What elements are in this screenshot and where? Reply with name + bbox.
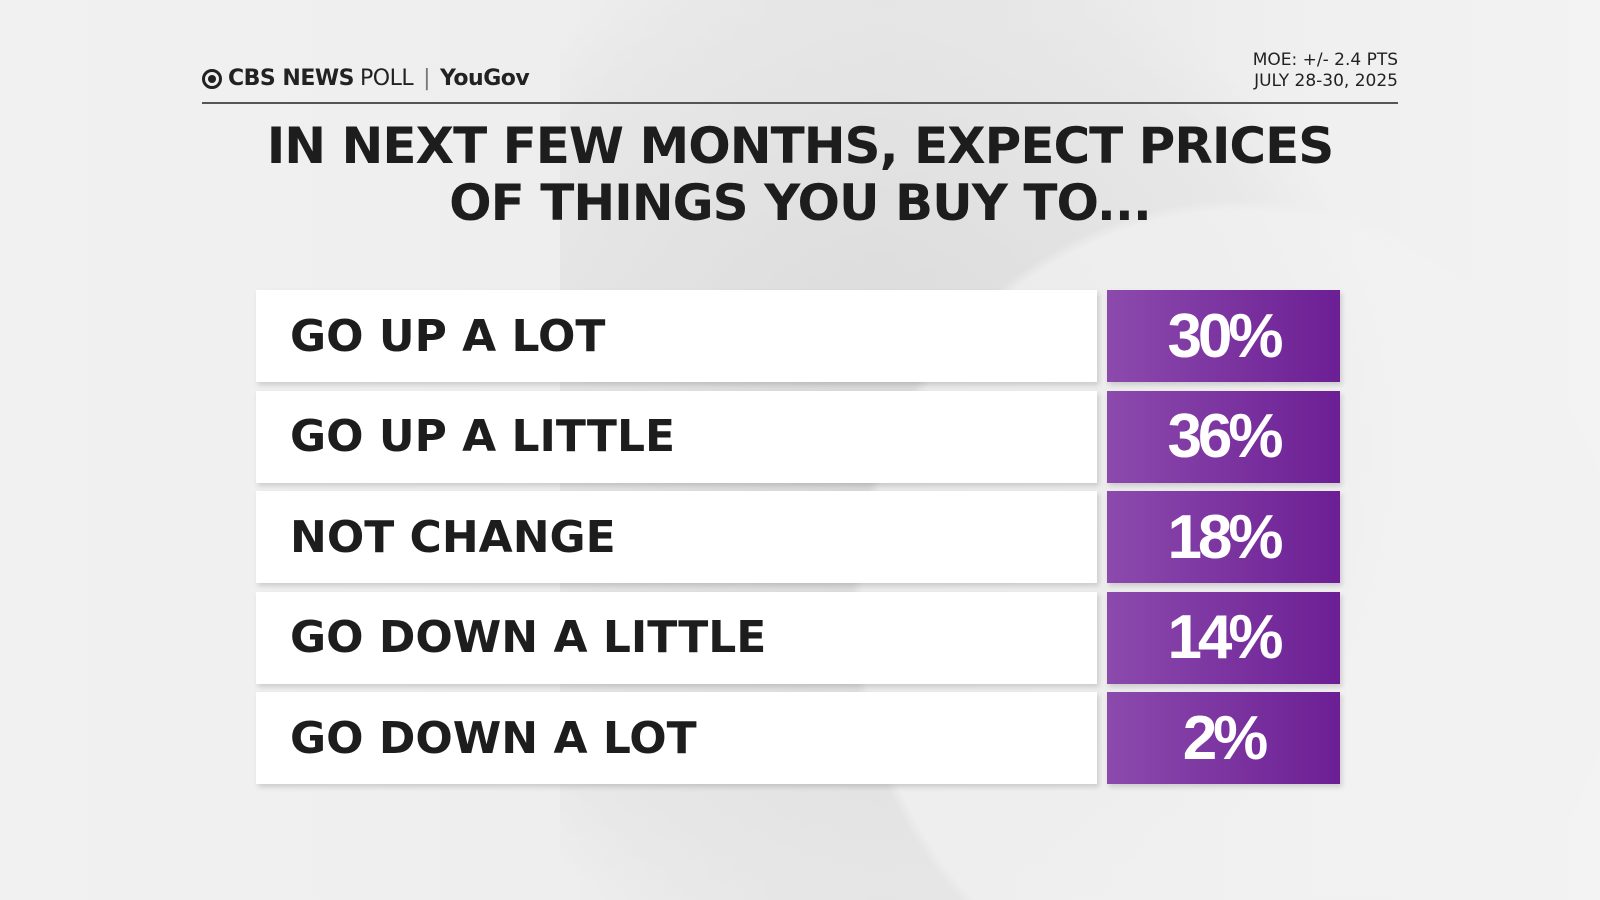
response-label: GO UP A LOT bbox=[256, 290, 1097, 382]
table-row: GO UP A LITTLE 36% bbox=[256, 390, 1340, 483]
table-row: GO DOWN A LITTLE 14% bbox=[256, 591, 1340, 684]
response-label: GO DOWN A LITTLE bbox=[256, 591, 1097, 684]
table-row: NOT CHANGE 18% bbox=[256, 491, 1340, 583]
response-value: 36% bbox=[1107, 390, 1340, 483]
brand: CBS NEWS bbox=[228, 66, 354, 91]
poll-date: JULY 28-30, 2025 bbox=[1254, 71, 1398, 91]
response-value: 18% bbox=[1107, 491, 1340, 583]
chart-title: IN NEXT FEW MONTHS, EXPECT PRICES OF THI… bbox=[0, 118, 1600, 232]
logo: CBS NEWS POLL | YouGov bbox=[202, 66, 530, 91]
response-label: NOT CHANGE bbox=[256, 491, 1097, 583]
meta: MOE: +/- 2.4 PTS JULY 28-30, 2025 bbox=[1253, 50, 1398, 92]
value-label: 14% bbox=[1167, 603, 1283, 672]
poll-label: POLL bbox=[359, 66, 414, 91]
response-label: GO DOWN A LOT bbox=[256, 692, 1097, 784]
title-line: IN NEXT FEW MONTHS, EXPECT PRICES bbox=[266, 117, 1335, 175]
response-label: GO UP A LITTLE bbox=[256, 390, 1097, 483]
response-value: 2% bbox=[1107, 692, 1340, 784]
value-label: 18% bbox=[1167, 502, 1283, 572]
cbs-eye-icon bbox=[202, 68, 222, 89]
response-value: 30% bbox=[1107, 290, 1340, 382]
value-label: 30% bbox=[1167, 301, 1283, 371]
value-label: 2% bbox=[1182, 703, 1269, 773]
table-row: GO DOWN A LOT 2% bbox=[256, 692, 1340, 784]
value-label: 36% bbox=[1167, 402, 1283, 471]
title-line: OF THINGS YOU BUY TO... bbox=[449, 174, 1152, 232]
margin-of-error: MOE: +/- 2.4 PTS bbox=[1252, 50, 1398, 70]
response-value: 14% bbox=[1107, 591, 1340, 684]
partner: YouGov bbox=[440, 66, 530, 91]
divider: | bbox=[423, 66, 431, 91]
table-row: GO UP A LOT 30% bbox=[256, 290, 1340, 382]
header: CBS NEWS POLL | YouGov MOE: +/- 2.4 PTS … bbox=[202, 50, 1398, 104]
